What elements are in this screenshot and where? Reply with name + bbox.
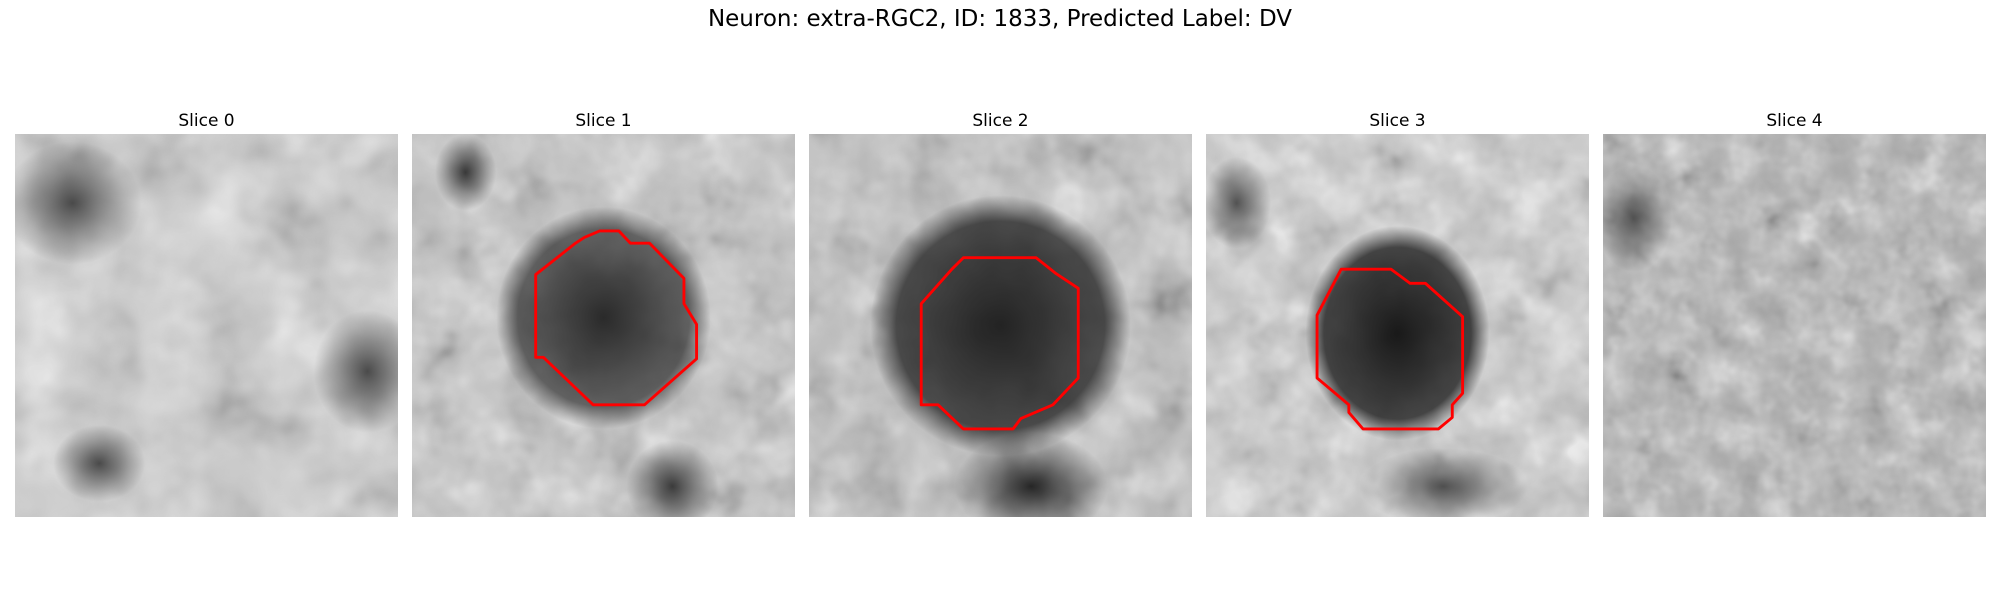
slice-2-title: Slice 2 <box>972 111 1029 131</box>
slice-0-image <box>15 134 398 517</box>
slice-4-title: Slice 4 <box>1766 111 1823 131</box>
slice-1-image <box>412 134 795 517</box>
slice-3-image <box>1206 134 1589 517</box>
slice-2-contour <box>919 256 1080 431</box>
slice-3-title: Slice 3 <box>1369 111 1426 131</box>
slice-1-contour <box>534 229 699 407</box>
slice-2-image <box>809 134 1192 517</box>
slice-0-title: Slice 0 <box>178 111 235 131</box>
slice-1-title: Slice 1 <box>575 111 632 131</box>
slice-3-contour <box>1315 267 1465 431</box>
figure-title: Neuron: extra-RGC2, ID: 1833, Predicted … <box>707 6 1293 32</box>
slice-4-image <box>1603 134 1986 517</box>
